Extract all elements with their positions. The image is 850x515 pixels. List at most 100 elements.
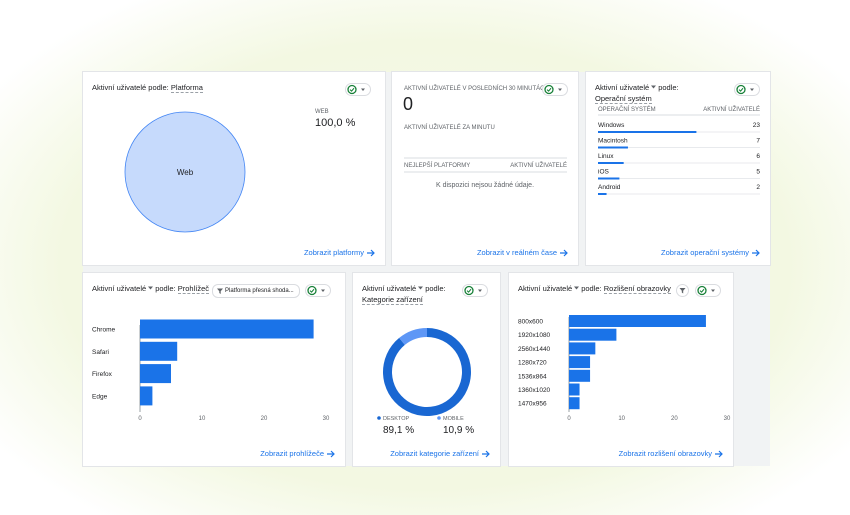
category-label: Firefox xyxy=(92,371,113,378)
link-text: Zobrazit kategorie zařízení xyxy=(390,449,479,458)
status-pill xyxy=(695,284,721,297)
check-icon xyxy=(697,285,707,296)
view-link[interactable]: Zobrazit kategorie zařízení xyxy=(390,449,490,458)
card: 0 10 20 30 Chrome Safari Firefox Edge Aktivní už… xyxy=(83,273,345,466)
view-link[interactable]: Zobrazit rozlišení obrazovky xyxy=(619,449,723,458)
column-header: AKTIVNÍ UŽIVATELÉ xyxy=(510,161,567,169)
check-icon xyxy=(347,84,357,95)
metric-dropdown[interactable] xyxy=(650,84,657,90)
link-text: Zobrazit prohlížeče xyxy=(260,449,324,458)
status-pill xyxy=(734,83,760,96)
card-title: Aktivní uživatelé podle: Kategorie zaříze… xyxy=(362,283,457,305)
check-mark xyxy=(466,288,472,293)
dropdown-arrow xyxy=(750,88,754,91)
bar xyxy=(569,328,617,341)
view-link[interactable]: Zobrazit operační systémy xyxy=(661,248,760,257)
column-header: NEJLEPŠÍ PLATFORMY xyxy=(404,162,470,169)
filter-shape xyxy=(679,288,686,294)
view-link[interactable]: Zobrazit v reálném čase xyxy=(477,248,568,257)
status-menu[interactable] xyxy=(462,284,488,297)
donut-segment xyxy=(399,328,427,345)
link-text: Zobrazit rozlišení obrazovky xyxy=(618,449,712,458)
dimension[interactable]: Platforma xyxy=(170,83,203,93)
bar xyxy=(140,319,314,339)
metric-dropdown[interactable] xyxy=(417,285,424,291)
row-value: 2 xyxy=(756,184,760,191)
status-menu[interactable] xyxy=(695,284,721,297)
row-label: Android xyxy=(598,184,621,191)
bar xyxy=(569,397,580,410)
chart-area: OPERAČNÍ SYSTÉM AKTIVNÍ UŽIVATELÉ Windows 2… xyxy=(598,105,760,195)
check-mark xyxy=(309,288,315,293)
filter-shape xyxy=(217,288,223,294)
row-bar xyxy=(598,146,628,149)
card: 0 10 20 30 800x600 1920x1080 2560x1440 1280x720… xyxy=(509,273,733,466)
status-pill xyxy=(542,83,568,96)
dimension[interactable]: Operační systém xyxy=(595,94,652,104)
legend-value: 10,9 % xyxy=(443,425,474,436)
x-tick-label: 10 xyxy=(618,416,625,422)
legend-label: DESKTOP xyxy=(383,416,410,422)
title-suffix: podle: xyxy=(425,284,446,293)
category-label: 800x600 xyxy=(518,319,543,326)
status-pill xyxy=(305,284,331,297)
row-value: 7 xyxy=(756,138,760,145)
x-tick-label: 0 xyxy=(567,416,571,422)
metric-dropdown[interactable] xyxy=(573,285,580,291)
card-title: Aktivní uživatelé podle: Operační systém xyxy=(595,82,690,104)
status-menu[interactable] xyxy=(542,83,568,96)
legend-dot xyxy=(377,416,381,420)
card: Web WEB 100,0 % Aktivní uživatelé podle: Pl… xyxy=(83,72,385,265)
arrow xyxy=(715,450,723,457)
bar xyxy=(569,342,596,355)
filter-icon xyxy=(217,288,223,294)
status-menu[interactable] xyxy=(305,284,331,297)
dropdown-arrow xyxy=(558,88,562,91)
chart-area: 0 10 20 30 800x600 1920x1080 2560x1440 1280x720… xyxy=(518,315,731,422)
bar xyxy=(140,364,171,384)
title-suffix: podle: xyxy=(155,284,176,293)
filter-chip[interactable]: Platforma přesná shoda... xyxy=(212,284,300,298)
column-header: AKTIVNÍ UŽIVATELÉ xyxy=(703,105,760,113)
status-pill xyxy=(462,284,488,297)
x-tick-label: 20 xyxy=(671,416,678,422)
row-bar xyxy=(598,193,607,195)
arrow-icon xyxy=(327,450,335,457)
row-bar xyxy=(598,162,624,164)
x-tick-label: 30 xyxy=(323,416,330,422)
title-text: Aktivní uživatelé xyxy=(362,284,417,293)
metric-dropdown[interactable] xyxy=(147,285,154,291)
card-title: Aktivní uživatelé podle: Platforma xyxy=(92,82,203,93)
view-link[interactable]: Zobrazit platformy xyxy=(304,248,375,257)
check-mark xyxy=(699,288,705,293)
x-tick-label: 0 xyxy=(138,416,142,422)
chart-area: 0 10 20 30 Chrome Safari Firefox Edge xyxy=(92,319,330,422)
view-link[interactable]: Zobrazit prohlížeče xyxy=(260,449,335,458)
realtime-subtitle: AKTIVNÍ UŽIVATELÉ ZA MINUTU xyxy=(404,123,495,131)
dimension[interactable]: Kategorie zařízení xyxy=(362,295,423,305)
title-text: Aktivní uživatelé xyxy=(92,284,147,293)
dropdown-arrow xyxy=(148,286,154,290)
dimension[interactable]: Rozlišení obrazovky xyxy=(603,284,671,294)
arrow-icon xyxy=(367,249,375,256)
row-bar xyxy=(598,177,620,180)
row-label: Windows xyxy=(598,122,625,129)
category-label: 2560x1440 xyxy=(518,346,551,353)
row-label: Macintosh xyxy=(598,138,628,145)
bar xyxy=(569,383,580,396)
filter-button[interactable] xyxy=(676,284,689,297)
dimension[interactable]: Prohlížeč xyxy=(177,284,209,294)
status-pill xyxy=(345,83,371,96)
dropdown-arrow xyxy=(418,286,424,290)
card-title: Aktivní uživatelé podle: Prohlížeč xyxy=(92,283,209,294)
arrow xyxy=(560,249,568,256)
status-menu[interactable] xyxy=(345,83,371,96)
title-suffix: podle: xyxy=(658,83,679,92)
dropdown-arrow xyxy=(361,88,365,91)
check-mark xyxy=(546,87,552,92)
category-label: 1360x1020 xyxy=(518,387,551,394)
title-suffix: podle: xyxy=(581,284,602,293)
status-menu[interactable] xyxy=(734,83,760,96)
check-icon xyxy=(544,84,554,95)
dropdown-arrow xyxy=(478,289,482,292)
